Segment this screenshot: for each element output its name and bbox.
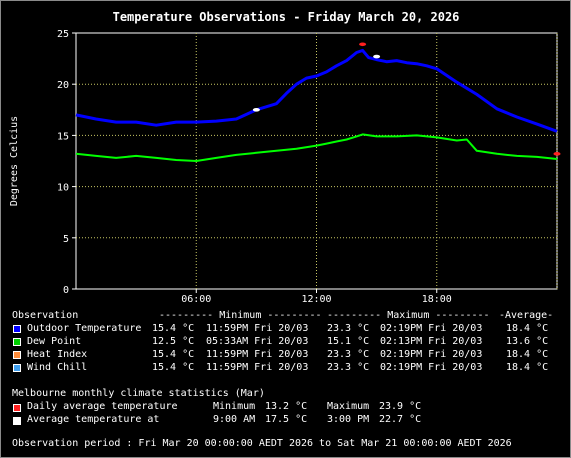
legend-swatch [13, 325, 21, 333]
chart-title: Temperature Observations - Friday March … [113, 10, 460, 24]
daily-average-swatch [13, 404, 21, 412]
stats-cell-avg: 18.4 °C [506, 323, 549, 334]
average-temp-swatch [13, 417, 21, 425]
header-maximum: --------- Maximum --------- [327, 310, 490, 321]
daily-max-label: Maximum [327, 401, 370, 412]
stats-cell-name: Heat Index [27, 349, 88, 360]
climate-marker [373, 54, 381, 59]
average-value-1: 17.5 °C [265, 414, 308, 425]
average-value-2: 22.7 °C [379, 414, 422, 425]
stats-cell-max: 23.3 °C [327, 362, 370, 373]
plot-border [75, 32, 558, 290]
stats-cell-max-time: 02:19PM Fri 20/03 [380, 362, 483, 373]
stats-cell-name: Dew Point [27, 336, 82, 347]
header-observation: Observation [12, 310, 79, 321]
average-time-1: 9:00 AM [213, 414, 256, 425]
x-tick-label: 06:00 [181, 294, 211, 305]
climate-marker [252, 108, 260, 112]
stats-cell-min-time: 05:33AM Fri 20/03 [206, 336, 309, 347]
stats-cell-min: 15.4 °C [152, 349, 195, 360]
average-temp-label: Average temperature at [27, 414, 160, 425]
y-tick-label: 20 [57, 80, 69, 91]
daily-average-label: Daily average temperature [27, 401, 178, 412]
observation-period: Observation period : Fri Mar 20 00:00:00… [12, 438, 512, 449]
legend-swatch [13, 338, 21, 346]
stats-cell-min: 15.4 °C [152, 323, 195, 334]
series-line-dew-point [75, 133, 558, 162]
stats-cell-avg: 18.4 °C [506, 362, 549, 373]
y-tick-label: 5 [63, 234, 69, 245]
stats-cell-min: 12.5 °C [152, 336, 195, 347]
daily-min-label: Minimum [213, 401, 256, 412]
stats-cell-avg: 18.4 °C [506, 349, 549, 360]
y-tick-label: 15 [57, 131, 69, 142]
legend-swatch [13, 364, 21, 372]
plot-area: Temperature Observations - Friday March … [9, 10, 561, 305]
stats-cell-max: 15.1 °C [327, 336, 370, 347]
series-line-outdoor-temperature [75, 48, 558, 133]
daily-max-value: 23.9 °C [379, 401, 422, 412]
stats-cell-max: 23.3 °C [327, 349, 370, 360]
y-tick-label: 25 [57, 29, 69, 40]
stats-cell-min-time: 11:59PM Fri 20/03 [206, 349, 309, 360]
header-average: -Average- [499, 310, 554, 321]
climate-marker [553, 152, 561, 156]
stats-cell-name: Wind Chill [27, 362, 88, 373]
stats-cell-min: 15.4 °C [152, 362, 195, 373]
stats-cell-name: Outdoor Temperature [27, 323, 142, 334]
y-axis-label: Degrees Celcius [9, 116, 20, 206]
stats-cell-min-time: 11:59PM Fri 20/03 [206, 362, 309, 373]
stats-cell-max-time: 02:19PM Fri 20/03 [380, 323, 483, 334]
stats-cell-max-time: 02:19PM Fri 20/03 [380, 349, 483, 360]
stats-cell-min-time: 11:59PM Fri 20/03 [206, 323, 309, 334]
stats-cell-max: 23.3 °C [327, 323, 370, 334]
y-tick-label: 10 [57, 183, 69, 194]
y-tick-label: 0 [63, 285, 69, 296]
climate-marker [359, 42, 367, 47]
average-time-2: 3:00 PM [327, 414, 370, 425]
climate-heading: Melbourne monthly climate statistics (Ma… [12, 388, 265, 399]
header-minimum: --------- Minimum --------- [159, 310, 322, 321]
x-tick-label: 18:00 [422, 294, 452, 305]
x-tick-label: 12:00 [301, 294, 331, 305]
legend-swatch [13, 351, 21, 359]
stats-cell-max-time: 02:13PM Fri 20/03 [380, 336, 483, 347]
daily-min-value: 13.2 °C [265, 401, 308, 412]
stats-cell-avg: 13.6 °C [506, 336, 549, 347]
